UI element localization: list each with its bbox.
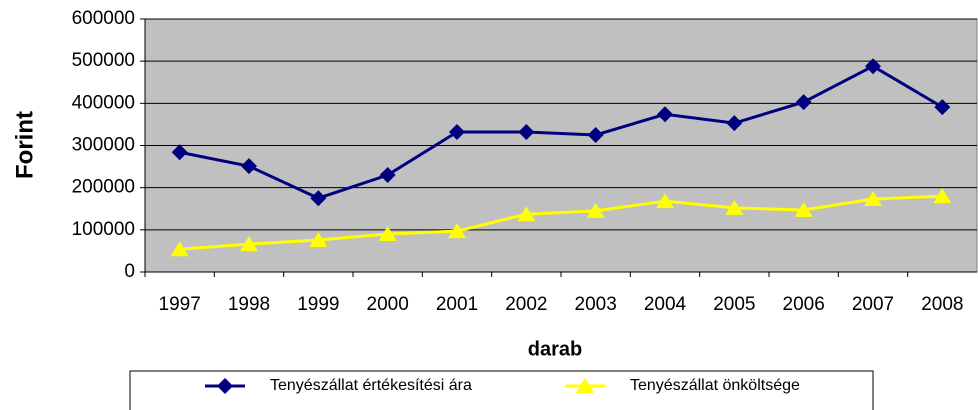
data-point	[518, 124, 535, 141]
data-point	[240, 236, 258, 252]
y-tick-label: 0	[124, 261, 135, 282]
data-point	[864, 191, 882, 207]
data-point	[378, 226, 397, 242]
x-tick-label: 2001	[436, 294, 478, 315]
x-tick-label: 1997	[159, 294, 201, 315]
data-point	[587, 126, 604, 143]
data-point	[517, 206, 536, 222]
data-point	[241, 158, 257, 175]
y-tick-label: 300000	[72, 135, 135, 156]
x-tick-label: 2005	[713, 294, 755, 315]
y-tick-label: 400000	[72, 92, 135, 113]
x-tick-label: 2006	[783, 294, 825, 315]
legend-marker	[217, 378, 233, 394]
data-point	[657, 106, 673, 123]
series-line	[179, 194, 943, 251]
data-point	[586, 202, 605, 218]
x-tick-label: 2008	[921, 294, 963, 315]
x-tick-label: 2000	[367, 294, 409, 315]
data-point	[795, 94, 812, 111]
y-tick-label: 600000	[72, 8, 135, 29]
legend-marker	[576, 378, 594, 393]
data-point	[934, 99, 951, 116]
data-point	[725, 199, 744, 215]
data-point	[794, 202, 813, 218]
x-tick-label: 1998	[228, 294, 270, 315]
y-tick-label: 500000	[72, 50, 135, 71]
x-tick-label: 1999	[297, 294, 339, 315]
data-point	[448, 223, 466, 239]
x-axis-title: darab	[528, 338, 582, 360]
data-point	[865, 58, 881, 75]
x-tick-label: 2003	[575, 294, 617, 315]
legend-box	[129, 370, 874, 410]
x-tick-label: 2007	[852, 294, 894, 315]
data-point	[449, 124, 465, 141]
x-tick-label: 2004	[644, 294, 687, 315]
data-point	[309, 231, 328, 247]
data-point	[726, 115, 743, 132]
legend-label: Tenyészállat értékesítési ára	[270, 377, 472, 394]
x-tick-label: 2002	[505, 294, 547, 315]
data-point	[170, 241, 189, 257]
y-tick-label: 200000	[72, 177, 135, 198]
data-point	[171, 144, 188, 161]
series-line	[179, 64, 944, 200]
y-tick-label: 100000	[72, 219, 135, 240]
legend-label: Tenyészállat önköltsége	[630, 377, 800, 394]
data-point	[310, 190, 327, 207]
data-point	[656, 193, 674, 209]
data-point	[379, 167, 396, 184]
data-point	[933, 188, 952, 204]
y-axis-title: Forint	[11, 111, 38, 179]
